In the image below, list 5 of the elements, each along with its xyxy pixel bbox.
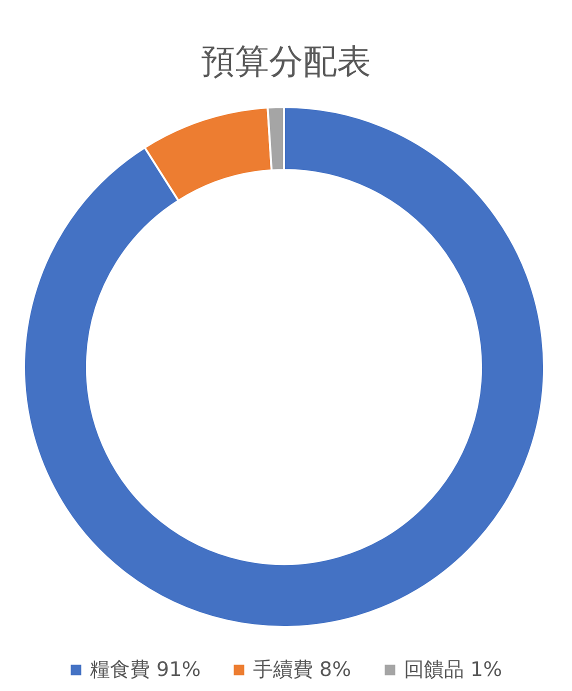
legend-label: 糧食費 91% [90, 657, 201, 681]
legend-label: 手續費 8% [253, 657, 352, 681]
chart-title: 預算分配表 [201, 42, 371, 82]
legend-label: 回饋品 1% [404, 657, 502, 681]
donut-slice [23, 106, 545, 628]
